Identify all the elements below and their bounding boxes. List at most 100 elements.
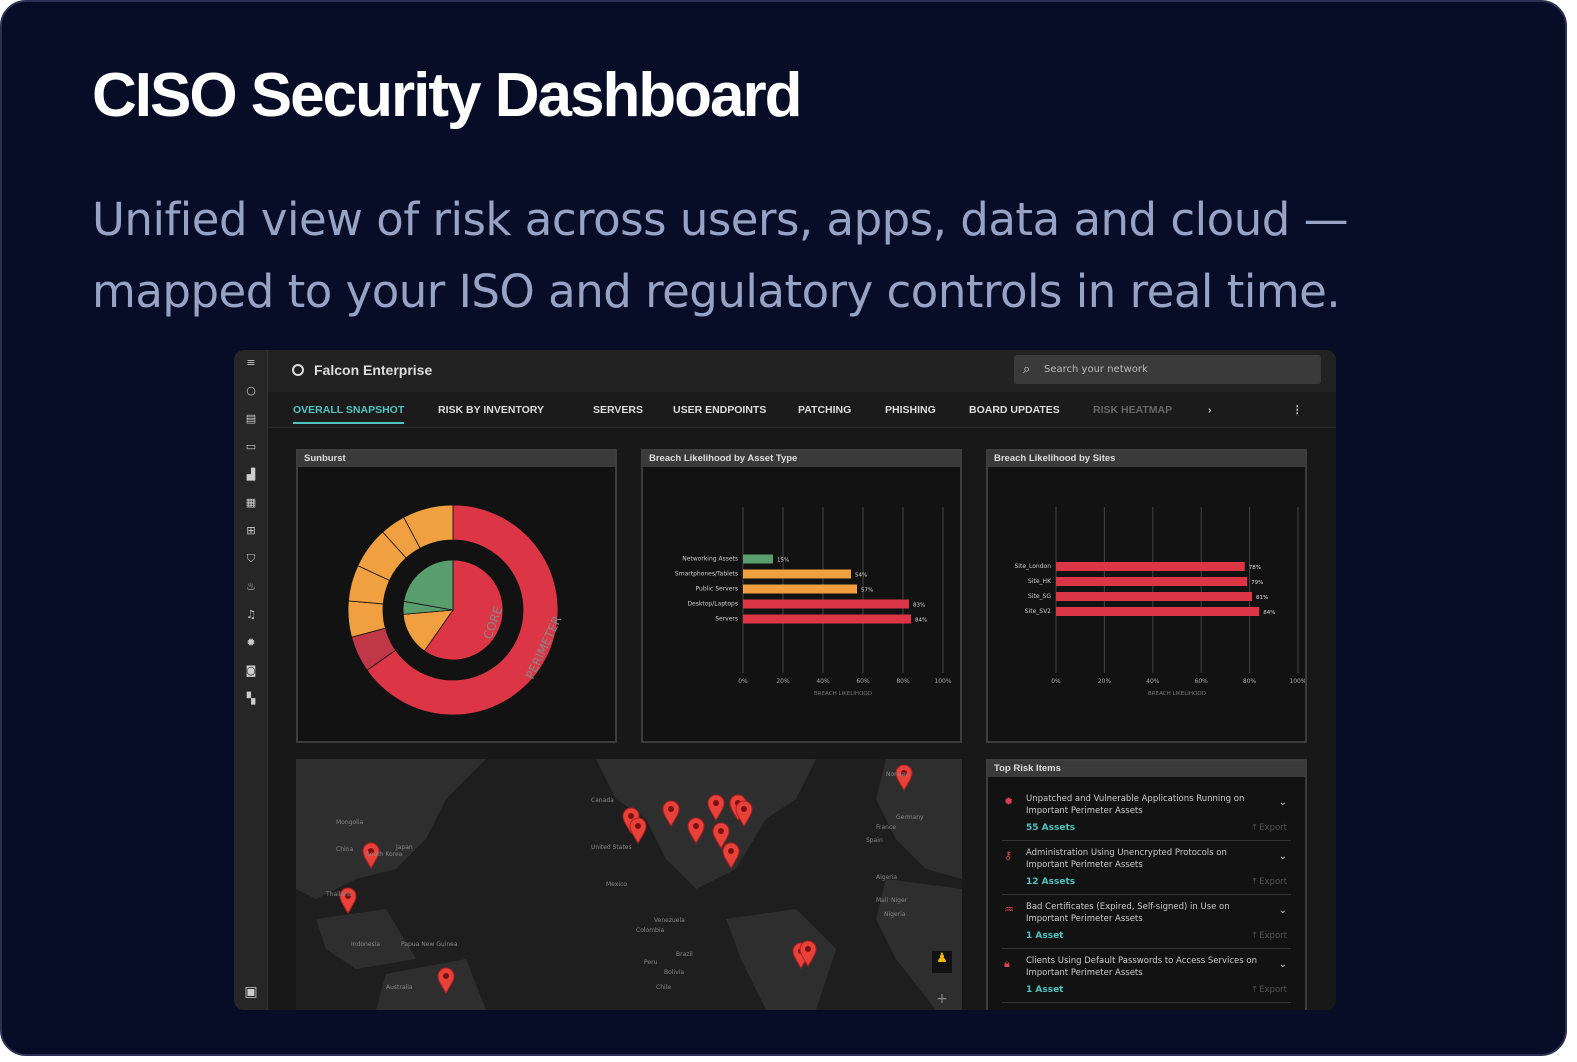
app-name: Falcon Enterprise — [314, 362, 433, 378]
map-land — [296, 759, 962, 1010]
bar[interactable] — [743, 614, 911, 624]
core-segment[interactable] — [403, 559, 454, 611]
bar[interactable] — [743, 569, 851, 579]
download-icon: ⤒ — [1252, 985, 1260, 995]
tabs-next-icon[interactable]: › — [1208, 404, 1212, 416]
risk-asset-count[interactable]: 1 Asset — [1026, 931, 1064, 941]
perimeter-segment[interactable] — [366, 504, 559, 716]
circle-icon[interactable]: ○ — [246, 384, 256, 397]
export-button[interactable]: ⤒ Export — [1252, 877, 1287, 887]
bell-icon[interactable]: ♫ — [246, 608, 256, 621]
risk-item[interactable]: ⚷ Administration Using Unencrypted Proto… — [1002, 841, 1291, 895]
chevron-down-icon[interactable]: ⌄ — [1278, 797, 1287, 808]
tab-phishing[interactable]: PHISHING — [885, 404, 936, 416]
risk-asset-count[interactable]: 55 Assets — [1026, 823, 1076, 833]
sites-panel: Breach Likelihood by Sites 0% 20% 40% 60% 80… — [986, 449, 1307, 743]
map-marker-icon[interactable] — [338, 886, 358, 914]
map-marker-icon[interactable] — [711, 821, 731, 849]
fire-icon[interactable]: ♨ — [246, 580, 256, 593]
map-marker-icon[interactable] — [628, 816, 648, 844]
risk-item[interactable]: 🔒︎ Clients Using Default Passwords to Ac… — [1002, 949, 1291, 1003]
map-label: Mexico — [606, 881, 627, 888]
bar[interactable] — [1056, 562, 1245, 571]
map-marker-icon[interactable] — [798, 939, 818, 967]
tick-label: 60% — [1195, 678, 1209, 685]
street-view-icon[interactable]: ♟ — [932, 951, 952, 973]
gear-icon[interactable]: ✹ — [246, 636, 256, 649]
panel-title: Top Risk Items — [988, 761, 1305, 777]
expand-panel-icon[interactable]: ▣ — [244, 984, 258, 1000]
map-label: Algeria — [876, 874, 898, 881]
bar[interactable] — [1056, 577, 1248, 586]
chevron-down-icon[interactable]: ⌄ — [1278, 959, 1287, 970]
x-axis-label: BREACH LIKELIHOOD — [814, 691, 872, 697]
logo-icon — [292, 364, 304, 376]
map-label: Australia — [386, 984, 413, 991]
map-marker-icon[interactable] — [894, 763, 914, 791]
dashboard-icon[interactable]: ▚ — [246, 692, 256, 705]
perimeter-segment[interactable] — [403, 504, 454, 549]
risk-title: Bad Certificates (Expired, Self-signed) … — [1026, 902, 1230, 924]
grid-icon[interactable]: ▦ — [245, 496, 257, 509]
shield-icon[interactable]: ⛉ — [246, 552, 256, 565]
category-label: Servers — [715, 616, 738, 623]
chevron-down-icon[interactable]: ⌄ — [1278, 851, 1287, 862]
tab-patching[interactable]: PATCHING — [798, 404, 852, 416]
map-label: South Korea — [366, 851, 403, 858]
search-icon: ⌕ — [1023, 362, 1031, 377]
tab-risk-heatmap[interactable]: RISK HEATMAP — [1093, 404, 1173, 416]
tab-servers[interactable]: SERVERS — [593, 404, 643, 416]
export-button[interactable]: ⤒ Export — [1252, 931, 1287, 941]
asset-type-panel: Breach Likelihood by Asset Type 0% 20% 40%… — [641, 449, 962, 743]
bar[interactable] — [1056, 607, 1260, 616]
app-brand[interactable]: Falcon Enterprise — [292, 362, 432, 378]
risk-asset-count[interactable]: 1 Asset — [1026, 985, 1064, 995]
map-label: Germany — [896, 814, 924, 821]
more-options-icon[interactable]: ⋮ — [1292, 404, 1303, 416]
map-marker-icon[interactable] — [436, 966, 456, 994]
tab-risk-by-inventory[interactable]: RISK BY INVENTORY — [438, 404, 544, 416]
tick-label: 60% — [856, 678, 870, 685]
tab-overall-snapshot[interactable]: OVERALL SNAPSHOT — [293, 404, 405, 424]
search-input[interactable]: ⌕ Search your network — [1014, 355, 1321, 384]
map-marker-icon[interactable] — [721, 841, 741, 869]
core-segment[interactable] — [423, 559, 504, 661]
bar[interactable] — [1056, 592, 1253, 601]
bar[interactable] — [743, 554, 773, 564]
export-button[interactable]: ⤒ Export — [1252, 985, 1287, 995]
zoom-in-button[interactable]: + — [936, 991, 948, 1007]
sites-bar-chart: 0% 20% 40% 60% 80% 100% BREACH LIKELIHOOD Site_… — [1014, 507, 1307, 697]
export-button[interactable]: ⤒ Export — [1252, 823, 1287, 833]
map-marker-icon[interactable] — [706, 793, 726, 821]
world-map[interactable]: ♟ + Mongolia China South Korea Japan Thailan… — [296, 759, 962, 1010]
map-marker-icon[interactable] — [734, 799, 754, 827]
map-label: Mongolia — [336, 819, 364, 826]
map-label: Chile — [656, 984, 672, 991]
tick-label: 40% — [1146, 678, 1160, 685]
plus-box-icon[interactable]: ⊞ — [246, 524, 256, 537]
camera-icon[interactable]: ◙ — [245, 664, 257, 677]
data-label: 84% — [915, 618, 927, 624]
risk-item[interactable]: ♒ Bad Certificates (Expired, Self-signed… — [1002, 895, 1291, 949]
id-card-icon[interactable]: ▤ — [245, 412, 257, 425]
tab-user-endpoints[interactable]: USER ENDPOINTS — [673, 404, 767, 416]
bar[interactable] — [743, 584, 857, 594]
risk-item[interactable]: ✹ Unpatched and Vulnerable Applications … — [1002, 787, 1291, 841]
tab-board-updates[interactable]: BOARD UPDATES — [969, 404, 1060, 416]
map-label: Nigeria — [884, 911, 906, 918]
lock-icon: 🔒︎ — [1004, 957, 1010, 970]
risk-asset-count[interactable]: 12 Assets — [1026, 877, 1076, 887]
menu-icon[interactable]: ≡ — [246, 356, 256, 369]
data-label: 57% — [861, 588, 873, 594]
tick-label: 80% — [1243, 678, 1257, 685]
map-label: China — [336, 846, 354, 853]
map-marker-icon[interactable] — [361, 841, 381, 869]
laptop-icon[interactable]: ▭ — [245, 440, 257, 453]
chevron-down-icon[interactable]: ⌄ — [1278, 905, 1287, 916]
map-marker-icon[interactable] — [686, 816, 706, 844]
bar-chart-icon[interactable]: ▟ — [246, 468, 256, 481]
map-marker-icon[interactable] — [661, 799, 681, 827]
tick-label: 20% — [1098, 678, 1112, 685]
bar[interactable] — [743, 599, 909, 609]
data-label: 78% — [1249, 565, 1261, 571]
